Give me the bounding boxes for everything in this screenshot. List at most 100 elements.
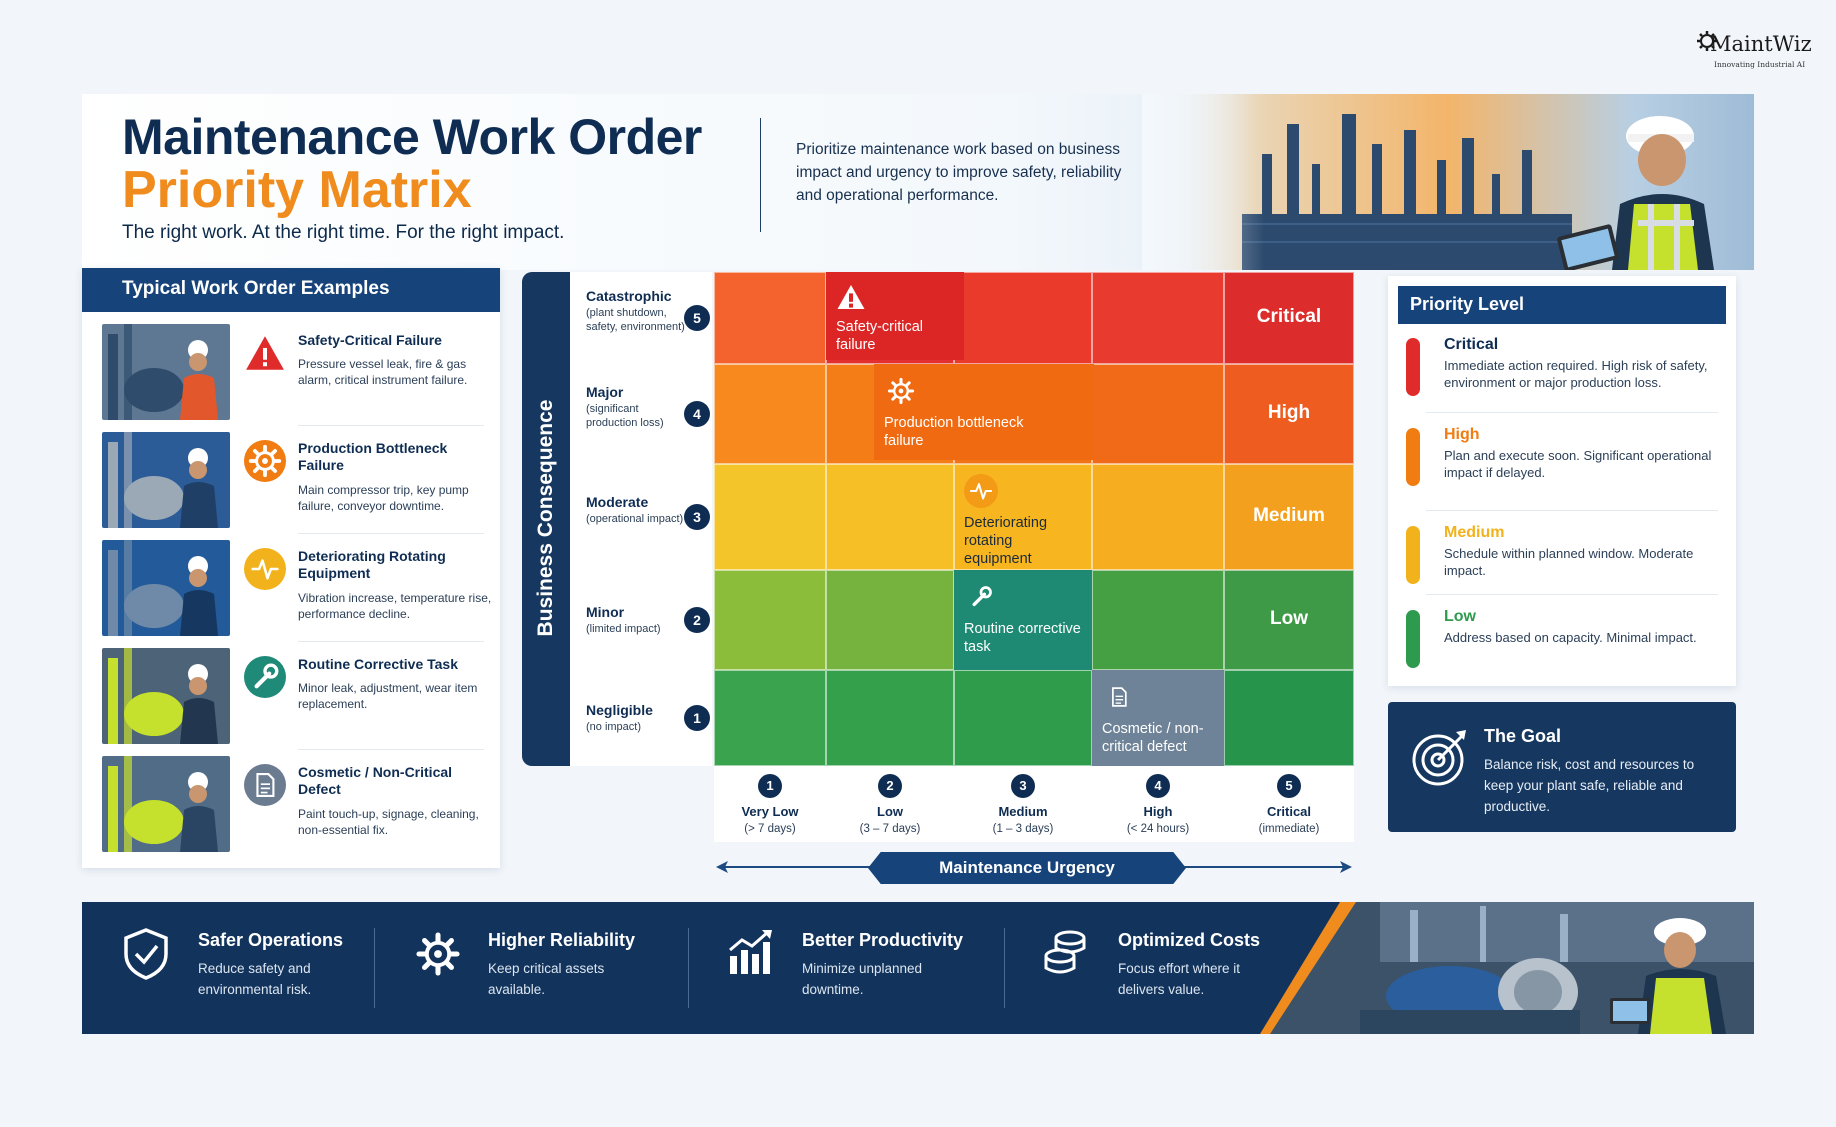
consequence-number: 4 [684,401,710,427]
matrix-cell [1224,464,1354,570]
matrix-cell [826,570,954,670]
consequence-level: Major (significant production loss) [586,384,716,430]
x-axis-arrow-left-icon [716,861,728,873]
examples-heading: Typical Work Order Examples [82,268,500,312]
matrix-cell [1224,570,1354,670]
urgency-number: 5 [1277,774,1301,798]
priority-name: High [1444,426,1480,443]
urgency-level: 2 Low (3 – 7 days) [826,774,954,835]
work-order-label: Cosmetic / non-critical defect [1102,721,1204,755]
urgency-label: Medium [998,804,1048,819]
example-description: Vibration increase, temperature rise, pe… [298,591,492,621]
consequence-level: Negligible (no impact) [586,702,716,734]
example-title: Deteriorating Rotating Equipment [298,548,446,581]
page-tagline: The right work. At the right time. For t… [122,222,565,243]
matrix-cell [1092,364,1224,464]
urgency-number: 4 [1146,774,1170,798]
example-divider [298,749,484,750]
wrench-icon [244,656,286,698]
example-title: Production Bottleneck Failure [298,440,448,473]
matrix-cell [1224,272,1354,364]
benefit-divider [688,928,689,1008]
priority-name: Medium [1444,524,1505,541]
benefit-item: Safer Operations Reduce safety and enviro… [120,902,400,1034]
goal-card: The Goal Balance risk, cost and resource… [1388,702,1736,832]
priority-description: Address based on capacity. Minimal impac… [1444,630,1697,645]
consequence-label: Minor [586,604,625,620]
example-photo [102,756,230,852]
matrix-cell [1224,364,1354,464]
priority-color-bar [1406,338,1420,396]
urgency-label: Low [877,804,903,819]
consequence-number: 5 [684,305,710,331]
consequence-labels: Catastrophic (plant shutdown, safety, env… [570,272,712,766]
work-order-label: Safety-critical failure [836,319,924,353]
goal-title: The Goal [1484,726,1562,746]
consequence-level: Catastrophic (plant shutdown, safety, env… [586,288,716,334]
matrix-cell [714,364,826,464]
consequence-label: Catastrophic [586,288,672,304]
benefit-title: Higher Reliability [488,930,636,950]
urgency-level: 4 High (< 24 hours) [1094,774,1222,835]
matrix-cell [714,272,826,364]
brand-tagline: Innovating Industrial AI [1714,60,1806,69]
consequence-sub: (significant production loss) [586,403,664,429]
work-order-tile: Production bottleneck failure [874,364,1094,460]
consequence-sub: (no impact) [586,721,642,733]
benefits-footer: Safer Operations Reduce safety and enviro… [82,902,1754,1034]
example-divider [298,425,484,426]
priority-description: Plan and execute soon. Significant opera… [1444,448,1712,480]
benefit-title: Safer Operations [198,930,344,950]
consequence-sub: (plant shutdown, safety, environment) [586,307,685,333]
consequence-level: Moderate (operational impact) [586,494,716,526]
example-photo [102,432,230,528]
urgency-label: Very Low [741,804,799,819]
example-divider [298,641,484,642]
matrix-cell [826,464,954,570]
work-order-example: Production Bottleneck Failure Main compre… [82,426,500,534]
urgency-sub: (> 7 days) [744,823,796,835]
legend-divider [1426,510,1718,511]
example-photo [102,540,230,636]
matrix-cell [954,272,1092,364]
coins-icon [1040,926,1092,983]
urgency-number: 2 [878,774,902,798]
warning-icon [836,282,954,312]
example-description: Minor leak, adjustment, wear item replac… [298,681,478,711]
urgency-sub: (immediate) [1258,823,1320,835]
work-order-examples-panel: Typical Work Order Examples Safety-Criti… [82,268,500,868]
work-order-example: Routine Corrective Task Minor leak, adjus… [82,642,500,750]
brand-name: MaintWiz [1710,32,1812,56]
consequence-sub: (operational impact) [586,513,684,525]
example-description: Paint touch-up, signage, cleaning, non-e… [298,807,479,837]
page-title-accent: Priority Matrix [122,161,472,219]
matrix-cell [714,570,826,670]
consequence-number: 2 [684,607,710,633]
urgency-sub: (3 – 7 days) [859,823,921,835]
consequence-number: 3 [684,504,710,530]
benefit-divider [374,928,375,1008]
benefit-item: Optimized Costs Focus effort where it del… [1040,902,1320,1034]
benefit-item: Better Productivity Minimize unplanned do… [724,902,1004,1034]
benefit-description: Reduce safety and environmental risk. [198,961,312,997]
y-axis-title: Business Consequence [520,400,572,637]
legend-divider [1426,594,1718,595]
goal-description: Balance risk, cost and resources to keep… [1484,757,1695,814]
matrix-cell [826,670,954,766]
page-title: Maintenance Work Order [122,109,702,165]
priority-name: Low [1444,608,1476,625]
urgency-level: 1 Very Low (> 7 days) [706,774,834,835]
priority-name: Critical [1444,336,1499,353]
priority-level-legend: Priority Level Critical Immediate action … [1388,276,1736,686]
urgency-number: 3 [1011,774,1035,798]
work-order-tile: Safety-critical failure [826,272,964,360]
work-order-tile: Routine corrective task [954,570,1092,670]
consequence-label: Major [586,384,624,400]
work-order-example: Cosmetic / Non-Critical Defect Paint touc… [82,750,500,858]
benefit-divider [1004,928,1005,1008]
benefit-description: Keep critical assets available. [488,961,605,997]
example-description: Pressure vessel leak, fire & gas alarm, … [298,357,468,387]
brand-logo: MaintWiz Innovating Industrial AI [1696,28,1820,72]
priority-description: Schedule within planned window. Moderate… [1444,546,1694,578]
wrench-icon [964,580,1082,614]
